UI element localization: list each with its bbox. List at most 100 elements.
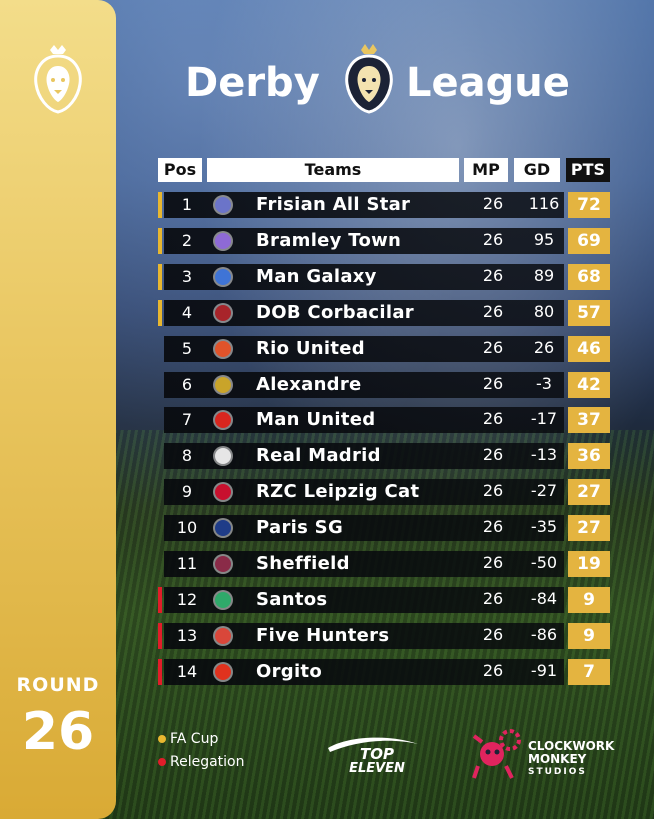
row-position: 13	[176, 625, 198, 645]
points: 27	[568, 515, 610, 542]
points: 9	[568, 586, 610, 613]
monkey-gear-icon	[472, 729, 521, 779]
team-crest-icon	[215, 412, 231, 429]
title-word-league: League	[406, 60, 570, 106]
row-position: 11	[176, 554, 198, 573]
table-row: 13 Five Hunters 26 -86 9	[158, 622, 610, 649]
row-position: 7	[181, 410, 193, 430]
points: 69	[568, 227, 610, 254]
points: 46	[568, 335, 610, 362]
row-body: 1 Frisian All Star 26 116	[164, 192, 564, 218]
zone-marker	[158, 192, 162, 218]
row-position: 2	[181, 230, 193, 250]
table-row: 8 Real Madrid 26 -13 36	[158, 443, 610, 470]
points: 9	[568, 622, 610, 649]
team-name: Man Galaxy	[256, 265, 377, 287]
sidebar: ROUND 26	[0, 0, 116, 819]
goal-difference: 80	[533, 301, 555, 321]
matches-played: 26	[482, 229, 504, 249]
zone-marker	[158, 227, 162, 254]
row-body: 14 Orgito 26 -91	[164, 658, 564, 685]
points: 42	[568, 371, 610, 398]
goal-difference: -27	[530, 481, 558, 501]
top-eleven-word-2: ELEVEN	[349, 761, 405, 774]
zone-marker	[158, 407, 162, 433]
matches-played: 26	[482, 553, 504, 572]
zone-marker	[158, 515, 162, 541]
zone-marker	[158, 658, 162, 685]
matches-played: 26	[482, 517, 504, 537]
team-crest-icon	[215, 484, 231, 501]
table-row: 10 Paris SG 26 -35 27	[158, 515, 610, 542]
goal-difference: -50	[530, 553, 558, 572]
row-body: 10 Paris SG 26 -35	[164, 515, 564, 542]
matches-played: 26	[482, 265, 504, 285]
team-crest-icon	[215, 197, 231, 213]
team-name: Rio United	[256, 337, 365, 359]
zone-marker	[158, 551, 162, 577]
lion-crest-icon	[34, 45, 82, 114]
team-name: Bramley Town	[256, 229, 402, 251]
zone-marker	[158, 586, 162, 613]
row-body: 11 Sheffield 26 -50	[164, 551, 564, 577]
goal-difference: 116	[528, 194, 560, 213]
row-position: 5	[181, 338, 193, 358]
row-position: 14	[176, 661, 198, 681]
header-gd: GD	[514, 158, 560, 182]
title-word-derby: Derby	[185, 60, 320, 106]
table-row: 14 Orgito 26 -91 7	[158, 658, 610, 685]
zone-marker	[158, 263, 162, 290]
legend-relegation: Relegation	[158, 754, 245, 770]
row-body: 3 Man Galaxy 26 89	[164, 263, 564, 290]
row-position: 9	[181, 482, 193, 502]
points: 72	[568, 192, 610, 218]
points: 36	[568, 443, 610, 470]
red-dot-icon	[158, 758, 166, 766]
table-row: 2 Bramley Town 26 95 69	[158, 227, 610, 254]
goal-difference: -86	[530, 624, 558, 644]
goal-difference: 89	[533, 265, 555, 285]
row-body: 2 Bramley Town 26 95	[164, 227, 564, 254]
row-body: 6 Alexandre 26 -3	[164, 371, 564, 398]
team-name: Frisian All Star	[256, 194, 411, 215]
row-body: 13 Five Hunters 26 -86	[164, 622, 564, 649]
matches-played: 26	[482, 373, 504, 393]
team-crest-icon	[215, 232, 231, 249]
table-row: 1 Frisian All Star 26 116 72	[158, 192, 610, 218]
table-row: 11 Sheffield 26 -50 19	[158, 551, 610, 577]
team-crest-icon	[215, 663, 231, 680]
row-body: 12 Santos 26 -84	[164, 586, 564, 613]
round-number: 26	[21, 702, 95, 762]
zone-marker	[158, 479, 162, 505]
legend-fa-cup: FA Cup	[158, 731, 218, 747]
row-position: 12	[176, 589, 198, 609]
row-body: 7 Man United 26 -17	[164, 407, 564, 434]
points: 57	[568, 299, 610, 326]
team-name: Real Madrid	[256, 445, 381, 467]
team-crest-icon	[215, 340, 231, 357]
row-body: 8 Real Madrid 26 -13	[164, 443, 564, 470]
table-row: 12 Santos 26 -84 9	[158, 586, 610, 613]
matches-played: 26	[482, 194, 504, 213]
header-teams: Teams	[207, 158, 459, 182]
matches-played: 26	[482, 301, 504, 321]
row-body: 5 Rio United 26 26	[164, 335, 564, 362]
team-name: Alexandre	[256, 373, 362, 395]
row-position: 4	[181, 302, 193, 322]
points: 37	[568, 407, 610, 434]
row-body: 9 RZC Leipzig Cat 26 -27	[164, 479, 564, 506]
yellow-dot-icon	[158, 735, 166, 743]
team-name: Man United	[256, 409, 376, 431]
matches-played: 26	[482, 409, 504, 429]
goal-difference: -13	[530, 445, 558, 465]
row-position: 3	[181, 266, 193, 286]
table-row: 5 Rio United 26 26 46	[158, 335, 610, 362]
row-position: 1	[181, 195, 193, 214]
points: 7	[568, 658, 610, 685]
round-label: ROUND	[16, 674, 100, 696]
zone-marker	[158, 622, 162, 649]
table-row: 7 Man United 26 -17 37	[158, 407, 610, 434]
clockwork-monkey-logo: CLOCKWORK MONKEY STUDIOS	[470, 728, 620, 780]
zone-marker	[158, 443, 162, 469]
goal-difference: -3	[536, 373, 552, 393]
